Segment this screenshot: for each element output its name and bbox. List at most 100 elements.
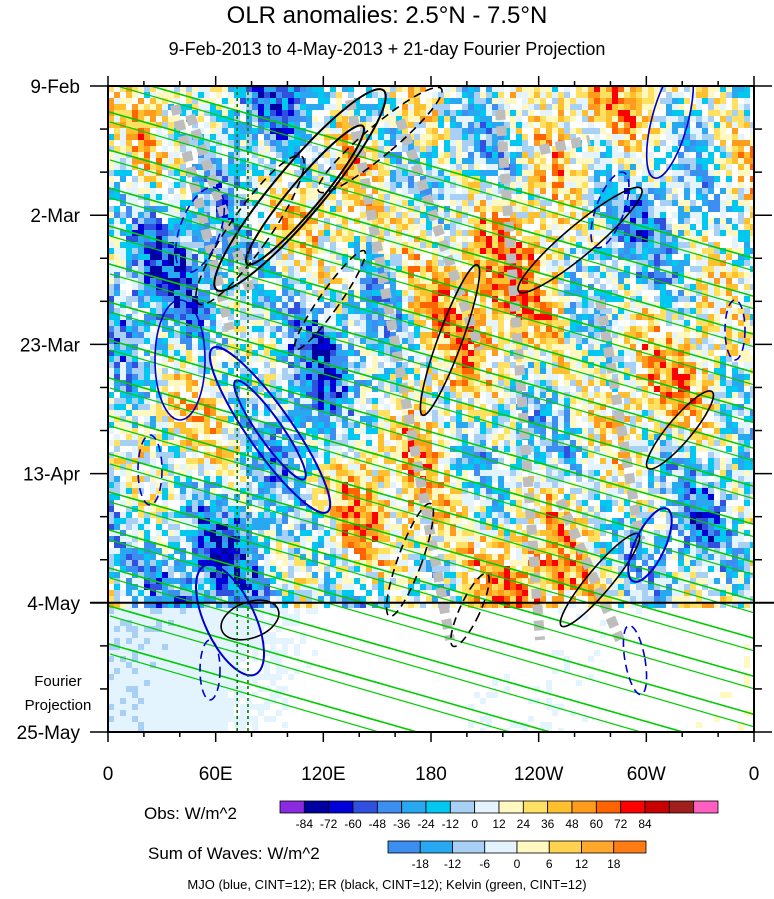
field-cell (462, 140, 469, 147)
field-cell (420, 266, 427, 273)
field-cell (444, 350, 451, 357)
field-cell (594, 194, 601, 201)
field-cell (402, 206, 409, 213)
field-cell (438, 152, 445, 159)
field-cell (510, 344, 517, 351)
field-cell (396, 200, 403, 207)
field-cell (330, 176, 337, 183)
field-cell (168, 242, 175, 249)
field-cell (660, 308, 667, 315)
field-cell (720, 290, 727, 297)
field-cell (546, 92, 553, 99)
field-cell (642, 326, 649, 333)
field-cell (120, 110, 127, 117)
field-cell (342, 128, 349, 135)
field-cell (222, 158, 229, 165)
field-cell (420, 338, 427, 345)
field-cell (642, 176, 649, 183)
field-cell (294, 134, 301, 141)
field-cell (174, 284, 181, 291)
field-cell (720, 104, 727, 111)
field-cell (378, 176, 385, 183)
field-cell (300, 272, 307, 279)
field-cell (342, 146, 349, 153)
field-cell (624, 308, 631, 315)
field-cell (654, 200, 661, 207)
field-cell (654, 116, 661, 123)
field-cell (216, 170, 223, 177)
field-cell (432, 194, 439, 201)
field-cell (648, 170, 655, 177)
field-cell (690, 236, 697, 243)
field-cell (270, 236, 277, 243)
field-cell (366, 290, 373, 297)
field-cell (600, 356, 607, 363)
field-cell (690, 266, 697, 273)
field-cell (162, 152, 169, 159)
field-cell (462, 254, 469, 261)
field-cell (324, 116, 331, 123)
field-cell (588, 164, 595, 171)
chart-subtitle: 9-Feb-2013 to 4-May-2013 + 21-day Fourie… (168, 39, 606, 59)
field-cell (432, 296, 439, 303)
field-cell (228, 200, 235, 207)
field-cell (564, 182, 571, 189)
field-cell (462, 284, 469, 291)
field-cell (714, 302, 721, 309)
field-cell (738, 254, 745, 261)
field-cell (210, 212, 217, 219)
field-cell (234, 188, 241, 195)
field-cell (630, 128, 637, 135)
field-cell (558, 332, 565, 339)
field-cell (666, 122, 673, 129)
field-cell (258, 260, 265, 267)
field-cell (540, 236, 547, 243)
field-cell (648, 146, 655, 153)
field-cell (108, 152, 115, 159)
field-cell (564, 320, 571, 327)
field-cell (510, 206, 517, 213)
field-cell (726, 182, 733, 189)
field-cell (348, 128, 355, 135)
field-cell (522, 356, 529, 363)
field-cell (714, 188, 721, 195)
field-cell (282, 278, 289, 285)
field-cell (348, 182, 355, 189)
field-cell (330, 350, 337, 357)
field-cell (390, 218, 397, 225)
field-cell (204, 284, 211, 291)
field-cell (708, 350, 715, 357)
field-cell (474, 194, 481, 201)
field-cell (120, 164, 127, 171)
field-cell (654, 194, 661, 201)
field-cell (156, 104, 163, 111)
field-cell (372, 164, 379, 171)
field-cell (348, 206, 355, 213)
field-cell (660, 98, 667, 105)
field-cell (570, 146, 577, 153)
field-cell (408, 296, 415, 303)
field-cell (156, 296, 163, 303)
field-cell (414, 320, 421, 327)
field-cell (390, 302, 397, 309)
field-cell (204, 182, 211, 189)
field-cell (504, 338, 511, 345)
field-cell (276, 140, 283, 147)
field-cell (186, 92, 193, 99)
field-cell (468, 344, 475, 351)
field-cell (516, 254, 523, 261)
field-cell (324, 98, 331, 105)
field-cell (504, 152, 511, 159)
field-cell (114, 266, 121, 273)
field-cell (108, 242, 115, 249)
field-cell (516, 164, 523, 171)
field-cell (330, 224, 337, 231)
field-cell (630, 194, 637, 201)
field-cell (144, 284, 151, 291)
field-cell (396, 134, 403, 141)
field-cell (690, 122, 697, 129)
field-cell (336, 182, 343, 189)
field-cell (690, 224, 697, 231)
field-cell (702, 272, 709, 279)
field-cell (198, 284, 205, 291)
